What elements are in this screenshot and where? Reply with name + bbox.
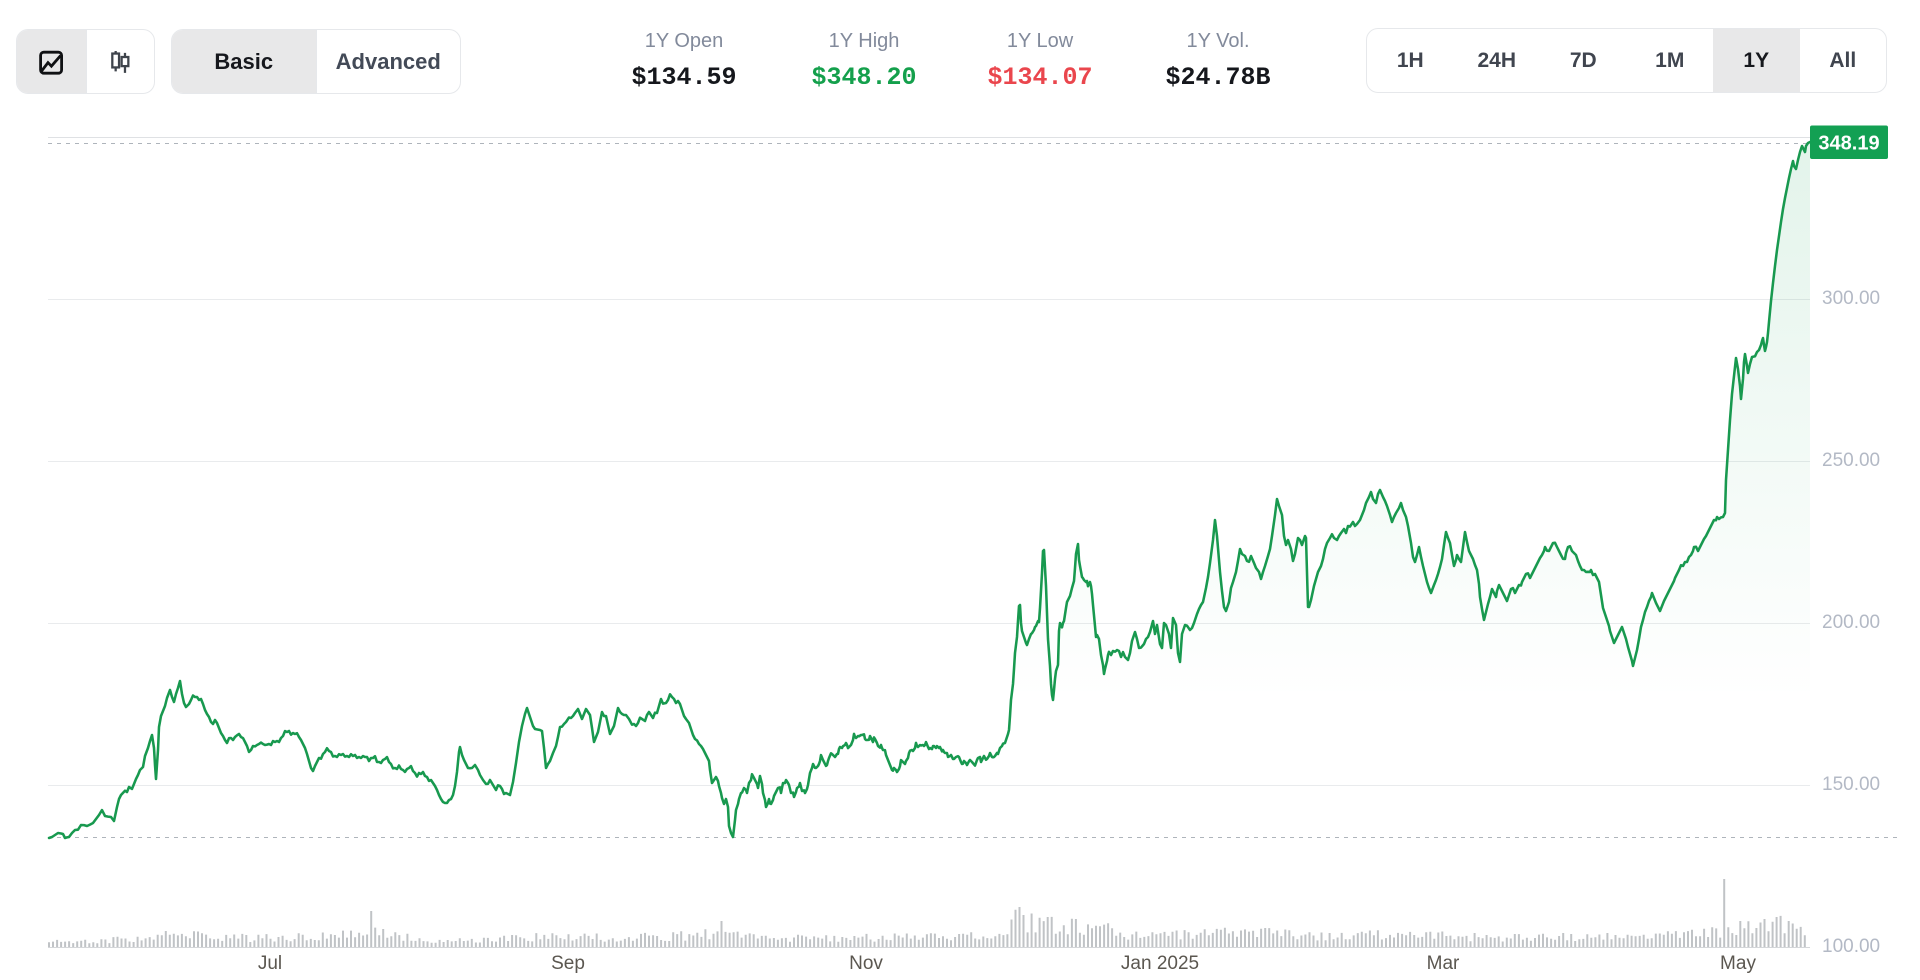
svg-text:348.19: 348.19 [1818, 133, 1879, 155]
